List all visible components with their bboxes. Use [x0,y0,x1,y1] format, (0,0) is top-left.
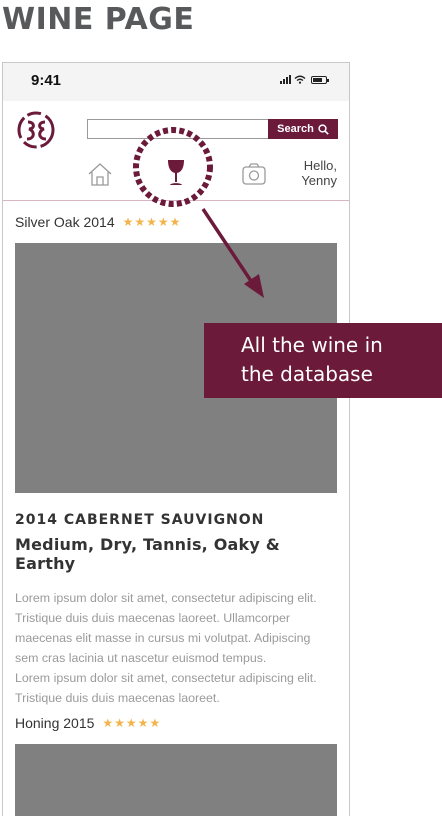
page-heading: WINE PAGE [2,2,195,37]
app-header: Search Hello, Yenny [3,101,349,201]
description-line: Tristique duis duis maecenas laoreet. Ul… [15,611,291,625]
wine-varietal-title: 2014 CABERNET SAUVIGNON [15,512,265,528]
home-icon[interactable] [87,161,113,187]
battery-icon [311,76,329,84]
user-greeting[interactable]: Hello, Yenny [301,158,337,188]
wine-card[interactable]: Honing 2015 ★★★★★ [15,715,337,816]
wine-glass-icon[interactable] [165,158,187,188]
wine-name-row: Silver Oak 2014 ★★★★★ [15,214,337,230]
phone-mockup: 9:41 Search [2,62,350,816]
search-input[interactable] [87,119,269,139]
greeting-user-name: Yenny [301,173,337,188]
status-time: 9:41 [31,72,62,89]
wine-description: Lorem ipsum dolor sit amet, consectetur … [15,588,337,708]
search-button-label: Search [277,123,314,135]
highlight-ring [133,127,213,207]
description-line: sem cras lacinia ut nascetur euismod tem… [15,651,267,665]
annotation-callout: All the wine in the database [204,323,442,398]
status-bar: 9:41 [3,63,349,101]
description-line: Tristique duis duis maecenas laoreet. [15,691,220,705]
description-line: Lorem ipsum dolor sit amet, consectetur … [15,671,317,685]
star-rating: ★★★★★ [122,215,182,229]
winery-logo-icon[interactable] [14,110,60,150]
wifi-icon [294,75,306,84]
wine-name: Honing 2015 [15,715,95,731]
star-rating: ★★★★★ [102,716,162,730]
camera-icon[interactable] [242,163,266,185]
callout-line-2: the database [241,362,373,386]
status-icons [280,75,329,84]
description-line: Lorem ipsum dolor sit amet, consectetur … [15,591,317,605]
wine-name: Silver Oak 2014 [15,214,115,230]
search-button[interactable]: Search [268,119,338,139]
callout-line-1: All the wine in [241,333,383,357]
wine-name-row: Honing 2015 ★★★★★ [15,715,337,731]
description-line: maecenas elit masse in cursus mi volutpa… [15,631,311,645]
wine-card[interactable]: Silver Oak 2014 ★★★★★ 2014 CABERNET SAUV… [15,214,337,708]
wine-image[interactable] [15,744,337,816]
greeting-line-1: Hello, [303,158,337,173]
wine-tasting-notes: Medium, Dry, Tannis, Oaky & Earthy [15,535,280,573]
cellular-signal-icon [280,75,291,84]
search-icon [318,123,329,135]
